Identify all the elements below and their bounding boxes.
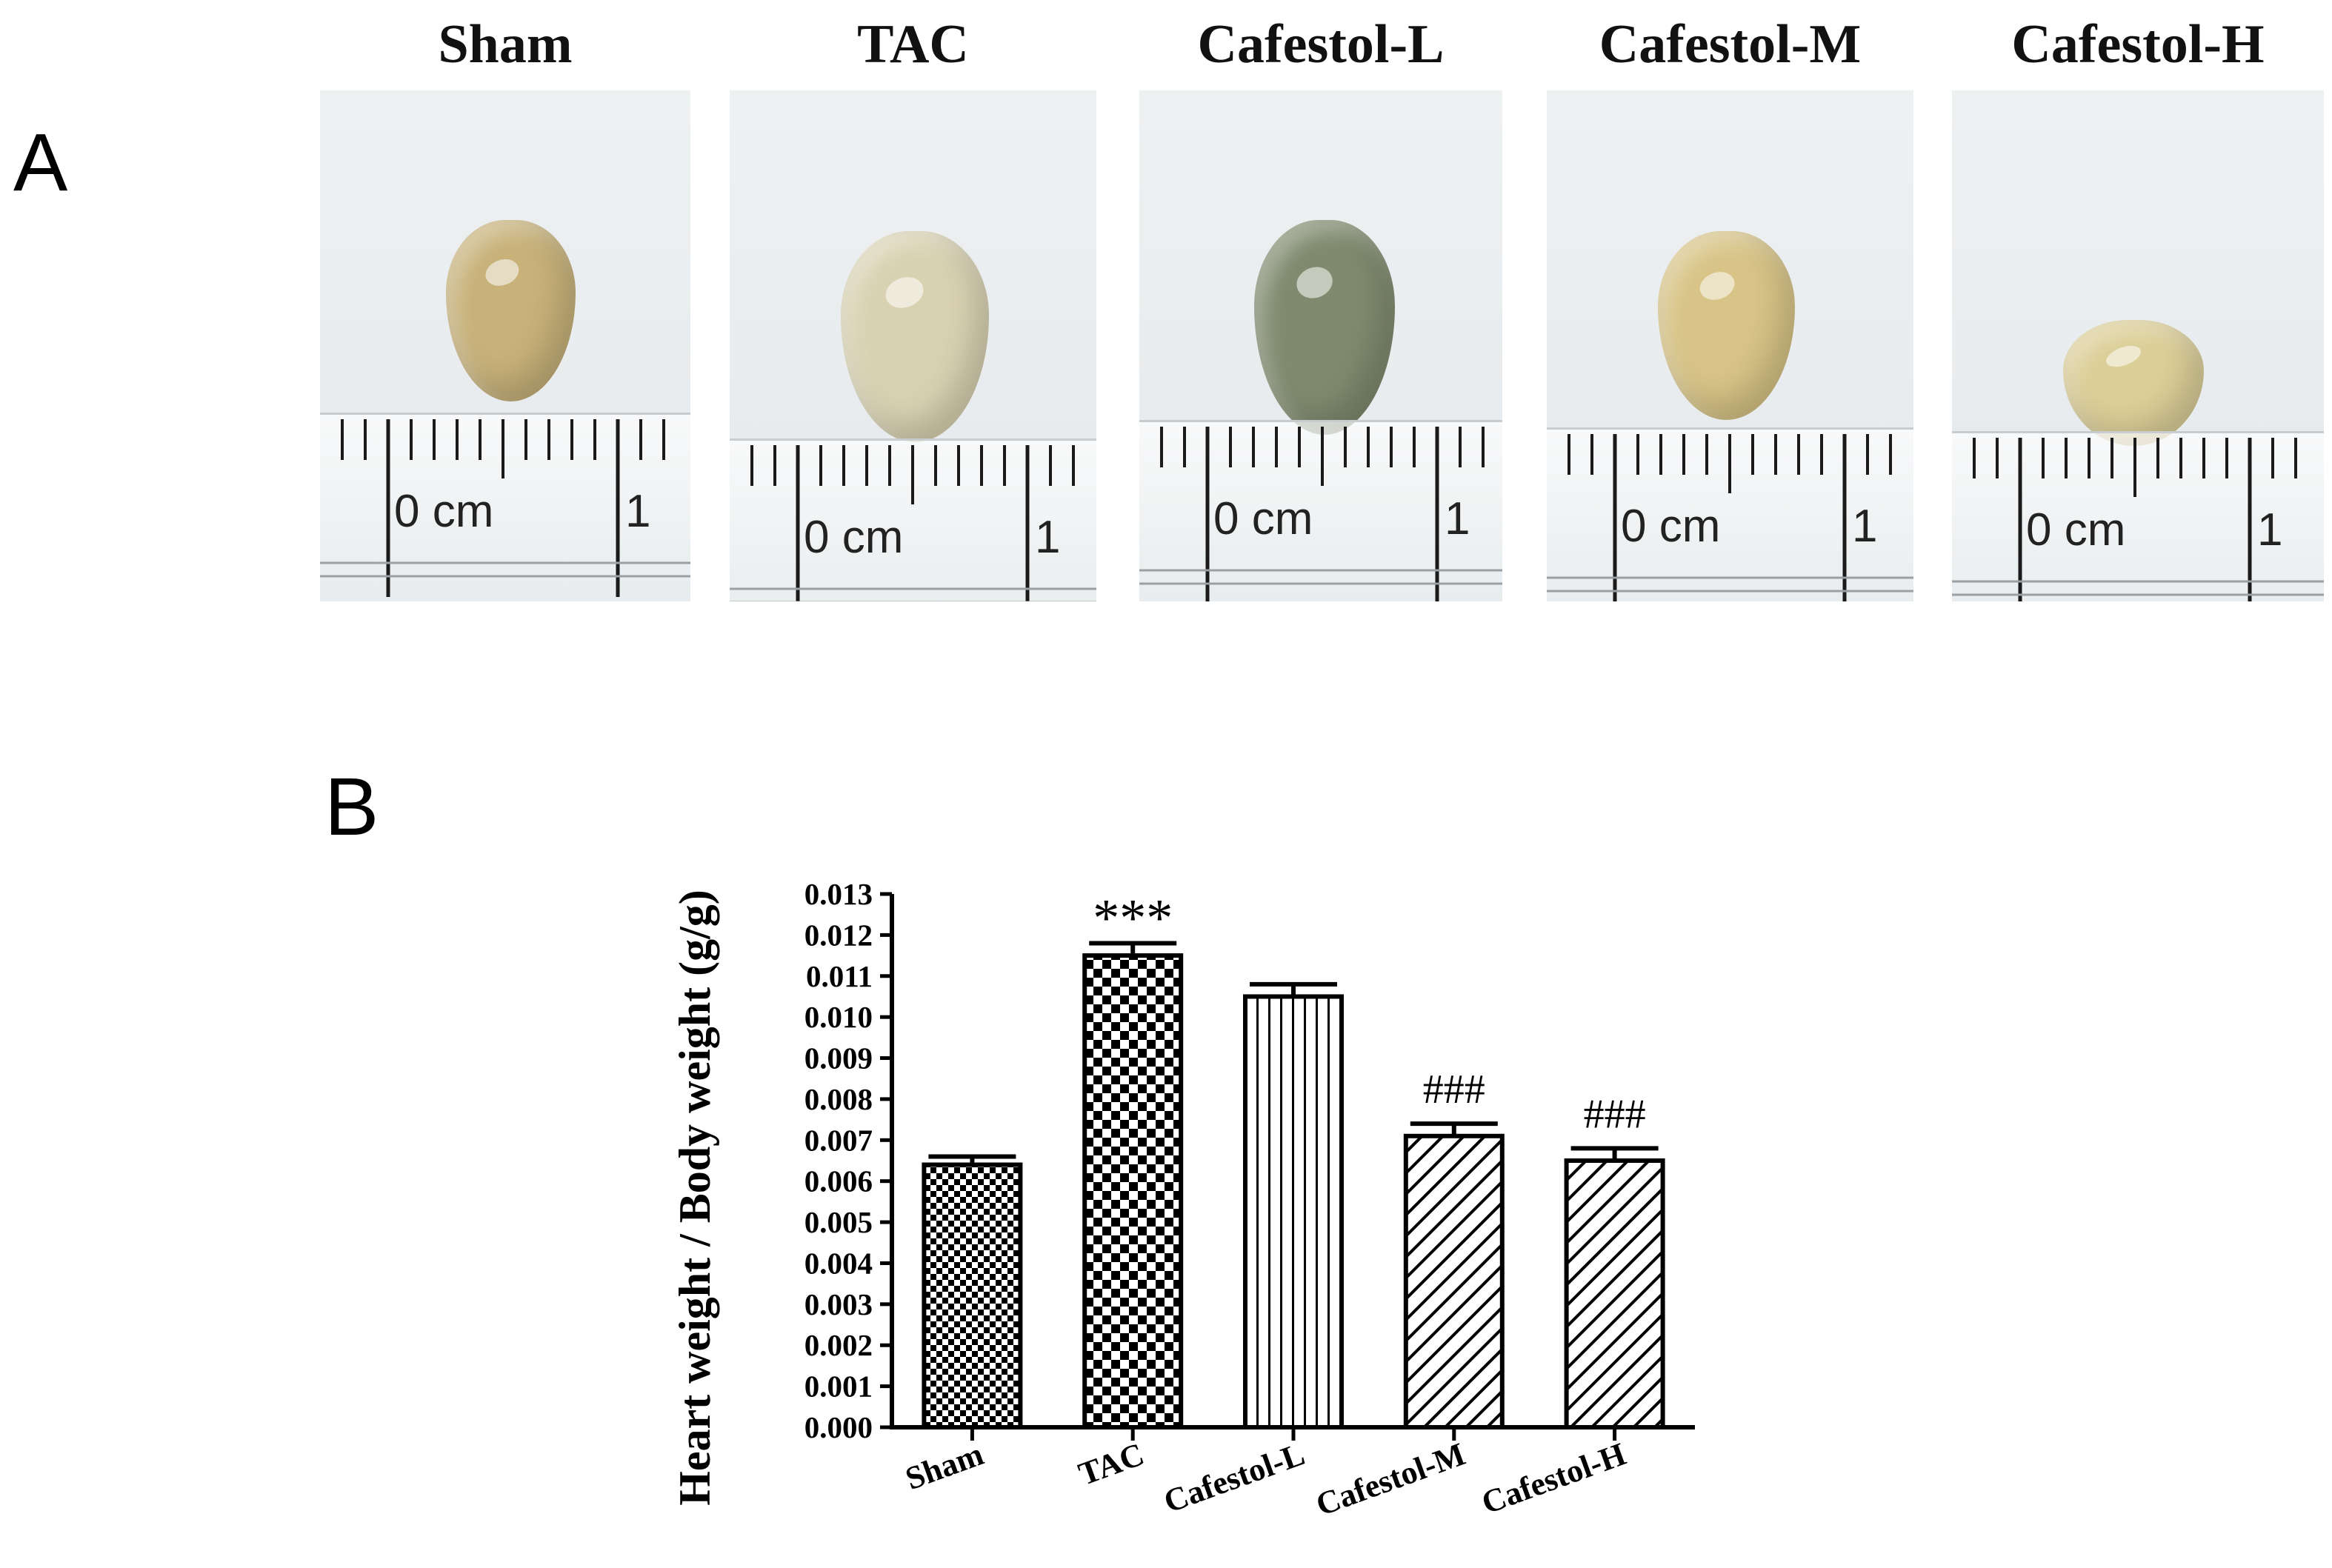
cm-ruler: 0 cm 1 — [730, 438, 1096, 601]
ruler-one-label: 1 — [625, 486, 651, 537]
heart-specimen — [2063, 320, 2204, 446]
ruler-ticks — [1547, 434, 1913, 601]
ruler-one-label: 1 — [1035, 512, 1061, 563]
significance-label: ### — [1423, 1067, 1485, 1112]
heart-specimen — [841, 231, 989, 442]
y-tick-label: 0.010 — [804, 1000, 873, 1034]
heart-specimen — [446, 220, 576, 401]
bar-cafestol-h — [1564, 1158, 1665, 1429]
significance-label: *** — [1093, 888, 1173, 947]
x-tick-label: Cafestol-L — [1159, 1435, 1310, 1520]
ruler-one-label: 1 — [1852, 501, 1878, 552]
heart-photo: 0 cm 1 — [730, 90, 1096, 601]
heart-group-label: Sham — [438, 14, 573, 75]
heart-photo: 0 cm 1 — [1952, 90, 2324, 601]
ruler-zero-label: 0 cm — [394, 486, 494, 537]
heart-photo: 0 cm 1 — [320, 90, 690, 601]
y-tick-label: 0.000 — [804, 1410, 873, 1444]
cm-ruler: 0 cm 1 — [1139, 420, 1502, 601]
heart-panel-cafestol-h: Cafestol-H 0 cm 1 — [1952, 0, 2324, 607]
heart-photo: 0 cm 1 — [1139, 90, 1502, 601]
y-tick-label: 0.002 — [804, 1328, 873, 1362]
heart-group-label: Cafestol-M — [1599, 14, 1862, 75]
bar-sham — [922, 1162, 1023, 1429]
heart-specimen — [1254, 220, 1395, 435]
bar-cafestol-l — [1243, 994, 1344, 1429]
ruler-ticks — [730, 445, 1096, 601]
x-tick-label: Cafestol-M — [1311, 1435, 1470, 1523]
x-tick-label: Cafestol-H — [1477, 1435, 1630, 1521]
ruler-zero-label: 0 cm — [2026, 504, 2126, 556]
heart-group-label: Cafestol-L — [1197, 14, 1445, 75]
heart-group-label: TAC — [857, 14, 969, 75]
y-tick-label: 0.008 — [804, 1082, 873, 1116]
y-tick-label: 0.012 — [804, 918, 873, 952]
cm-ruler: 0 cm 1 — [1952, 431, 2324, 601]
y-tick-label: 0.011 — [806, 959, 873, 993]
heart-panel-sham: Sham 0 cm 1 — [320, 0, 690, 607]
y-tick-label: 0.003 — [804, 1287, 873, 1321]
heart-photo: 0 cm 1 — [1547, 90, 1913, 601]
heart-specimen — [1658, 231, 1795, 420]
ruler-ticks — [320, 419, 690, 597]
ruler-one-label: 1 — [1445, 493, 1470, 544]
heart-group-label: Cafestol-H — [2011, 14, 2265, 75]
y-tick-label: 0.013 — [804, 877, 873, 911]
y-axis-label: Heart weight / Body weight (g/g) — [670, 890, 719, 1506]
x-tick-label: Sham — [901, 1435, 988, 1497]
y-tick-label: 0.009 — [804, 1041, 873, 1075]
ruler-ticks — [1139, 427, 1502, 601]
heart-panel-tac: TAC 0 cm 1 — [730, 0, 1096, 607]
panel-a-letter: A — [13, 117, 68, 208]
significance-label: ### — [1584, 1091, 1646, 1137]
heart-panel-cafestol-l: Cafestol-L 0 cm 1 — [1139, 0, 1502, 607]
ruler-zero-label: 0 cm — [804, 512, 904, 563]
y-tick-label: 0.007 — [804, 1123, 873, 1157]
ruler-zero-label: 0 cm — [1213, 493, 1313, 544]
cm-ruler: 0 cm 1 — [1547, 427, 1913, 601]
bar-tac — [1082, 953, 1184, 1429]
ruler-ticks — [1952, 438, 2324, 601]
ruler-one-label: 1 — [2257, 504, 2283, 556]
heart-panel-cafestol-m: Cafestol-M 0 cm 1 — [1547, 0, 1913, 607]
panel-b-letter: B — [324, 761, 379, 853]
bar-cafestol-m — [1403, 1133, 1505, 1430]
ruler-zero-label: 0 cm — [1621, 501, 1721, 552]
cm-ruler: 0 cm 1 — [320, 413, 690, 601]
x-tick-label: TAC — [1074, 1435, 1149, 1492]
y-tick-label: 0.001 — [804, 1370, 873, 1404]
y-tick-label: 0.004 — [804, 1246, 873, 1280]
y-tick-label: 0.006 — [804, 1164, 873, 1198]
y-tick-label: 0.005 — [804, 1205, 873, 1239]
